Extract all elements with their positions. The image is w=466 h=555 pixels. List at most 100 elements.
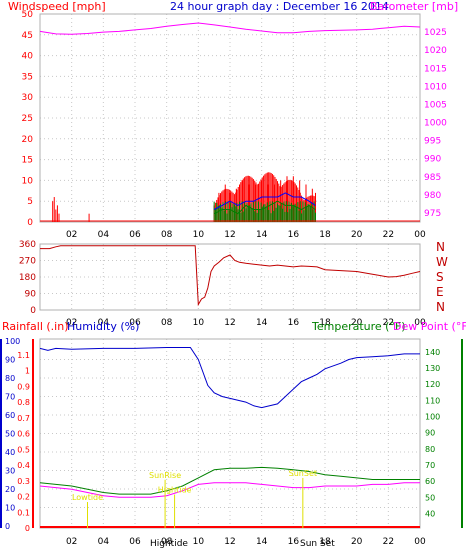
windspeed-tick-label: 45 <box>22 31 33 41</box>
x-tick-label: 22 <box>383 318 394 328</box>
rainfall-tick-label: 0.3 <box>17 477 30 486</box>
dewpoint-axis-label: Dew Point (°F) <box>393 320 466 333</box>
rainfall-tick-label: 0.8 <box>17 398 30 407</box>
temp-panel-x-ticks: 02 04 06 08 10 12 14 16 18 20 22 00 <box>66 537 426 547</box>
barometer-tick-label: 980 <box>424 191 441 201</box>
x-tick-label: 06 <box>129 318 141 328</box>
compass-letter: E <box>436 285 444 299</box>
barometer-ticks: 975 980 985 990 995 1000 1005 1010 1015 1020 1025 <box>424 28 447 219</box>
x-tick-label: 00 <box>414 318 426 328</box>
bottom-sunset-label: Sun Set <box>300 539 335 549</box>
x-tick-label: 12 <box>224 318 235 328</box>
x-tick-label: 12 <box>224 537 235 547</box>
x-tick-label: 04 <box>98 537 110 547</box>
windspeed-tick-label: 30 <box>22 93 34 103</box>
temperature-tick-label: 70 <box>425 461 435 470</box>
windspeed-tick-label: 50 <box>22 10 34 20</box>
temp-panel-grid <box>40 339 421 528</box>
temperature-tick-label: 140 <box>425 348 440 357</box>
humidity-tick-label: 0 <box>5 522 10 531</box>
windspeed-tick-label: 15 <box>22 156 33 166</box>
direction-tick-label: 270 <box>19 257 36 267</box>
humidity-tick-label: 20 <box>5 485 15 494</box>
temperature-tick-label: 80 <box>425 445 435 454</box>
bottom-hightide-label: Hightide <box>150 539 188 549</box>
humidity-tick-label: 70 <box>5 393 15 402</box>
barometer-line <box>39 22 421 35</box>
x-tick-label: 10 <box>193 230 205 240</box>
astro-marker-label: SunSet <box>289 469 317 478</box>
rainfall-tick-label: 0 <box>25 524 30 533</box>
x-tick-label: 06 <box>129 230 141 240</box>
humidity-tick-label: 40 <box>5 448 15 457</box>
dewpoint-line <box>39 482 420 498</box>
rainfall-tick-label: 0.6 <box>17 430 30 439</box>
barometer-tick-label: 1000 <box>424 119 447 129</box>
direction-panel-grid <box>40 244 421 310</box>
windspeed-ticks: 0 5 10 15 20 25 30 35 40 45 50 <box>22 10 34 228</box>
direction-ticks: 0 90 180 270 360 <box>19 240 36 316</box>
compass-letter: W <box>436 255 448 269</box>
humidity-tick-label: 100 <box>5 337 20 346</box>
windspeed-tick-label: 25 <box>22 114 33 124</box>
astro-markers: Lowtide SunRise Hightide SunSet <box>72 469 317 528</box>
x-tick-label: 14 <box>256 537 268 547</box>
rainfall-tick-label: 0.4 <box>17 461 30 470</box>
temperature-axis-label: Temperature (°F) <box>311 320 406 333</box>
compass-letter: N <box>436 300 445 314</box>
temperature-tick-label: 130 <box>425 364 440 373</box>
temperature-line <box>39 466 420 495</box>
compass-letter: S <box>436 270 444 284</box>
x-tick-label: 02 <box>66 318 77 328</box>
barometer-axis-label: Barometer [mb] <box>370 0 458 13</box>
humidity-ticks: 0 10 20 30 40 50 60 70 80 90 100 <box>5 337 20 531</box>
rainfall-tick-label: 0.5 <box>17 445 30 454</box>
x-tick-label: 08 <box>161 537 173 547</box>
graph-title: 24 hour graph day : December 16 2014 <box>170 0 389 13</box>
rainfall-tick-label: 0.2 <box>17 493 30 502</box>
x-tick-label: 08 <box>161 318 173 328</box>
direction-panel-x-ticks: 02 04 06 08 10 12 14 16 18 20 22 00 <box>66 318 426 328</box>
barometer-tick-label: 985 <box>424 173 441 183</box>
wind-low-line <box>213 200 316 215</box>
direction-tick-label: 90 <box>25 290 37 300</box>
x-tick-label: 02 <box>66 230 77 240</box>
windspeed-tick-label: 5 <box>27 197 33 207</box>
direction-panel-series <box>40 245 421 307</box>
wind-panel-x-ticks: 02 04 06 08 10 12 14 16 18 20 22 00 <box>66 230 426 240</box>
windspeed-tick-label: 10 <box>22 176 34 186</box>
humidity-axis-label: Humidity (%) <box>67 320 139 333</box>
rainfall-ticks: 0 0.1 0.2 0.3 0.4 0.5 0.6 0.7 0.8 0.9 1 1.1 <box>17 351 30 533</box>
windspeed-tick-label: 35 <box>22 72 33 82</box>
wind-direction-line <box>40 245 421 307</box>
x-tick-label: 18 <box>319 318 331 328</box>
temp-panel-series <box>39 347 420 528</box>
rainfall-tick-label: 0.7 <box>17 414 30 423</box>
x-tick-label: 02 <box>66 537 77 547</box>
barometer-tick-label: 1010 <box>424 82 447 92</box>
wind-panel-series <box>39 22 421 222</box>
x-tick-label: 06 <box>129 537 141 547</box>
x-tick-label: 22 <box>383 537 394 547</box>
x-tick-label: 08 <box>161 230 173 240</box>
x-tick-label: 18 <box>319 230 331 240</box>
astro-marker-label: Lowtide <box>72 493 103 502</box>
direction-tick-label: 360 <box>19 240 36 250</box>
barometer-tick-label: 1015 <box>424 64 447 74</box>
x-tick-label: 16 <box>288 318 300 328</box>
x-tick-label: 00 <box>414 537 426 547</box>
x-tick-label: 14 <box>256 318 268 328</box>
x-tick-label: 10 <box>193 537 205 547</box>
barometer-tick-label: 995 <box>424 137 441 147</box>
x-tick-label: 22 <box>383 230 394 240</box>
barometer-tick-label: 990 <box>424 155 441 165</box>
humidity-tick-label: 90 <box>5 356 15 365</box>
rainfall-tick-label: 0.1 <box>17 508 30 517</box>
humidity-tick-label: 50 <box>5 430 15 439</box>
temperature-tick-label: 40 <box>425 509 435 518</box>
astro-marker-label: SunRise <box>149 471 181 480</box>
temperature-tick-label: 100 <box>425 413 440 422</box>
